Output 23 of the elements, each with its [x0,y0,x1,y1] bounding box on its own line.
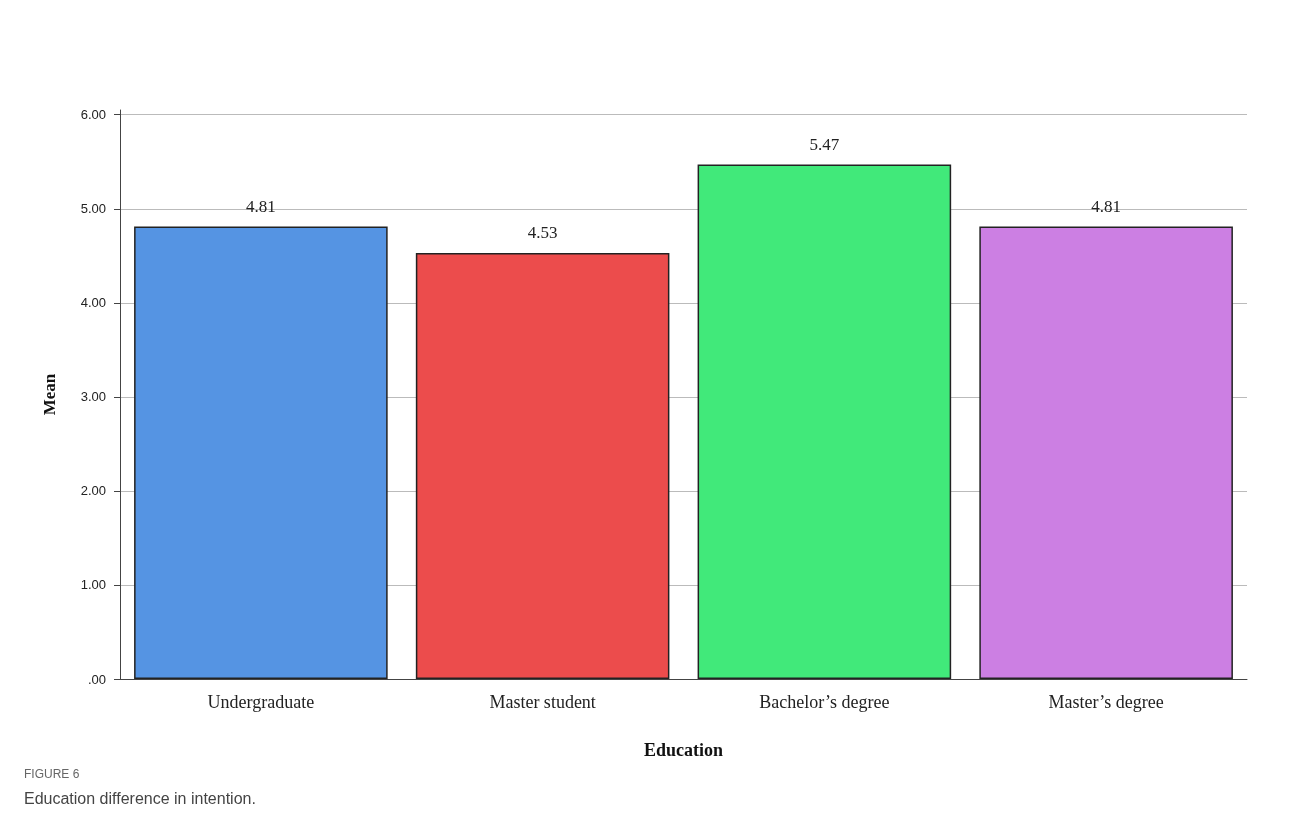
y-tick-label: 3.00 [80,389,106,405]
x-tick-label: Master student [489,692,596,712]
text: Education difference in intention. [24,789,256,807]
y-tick-label: 6.00 [80,107,106,123]
x-tick-label: Undergraduate [207,692,315,712]
bar [979,226,1233,679]
caption: FIGURE 6 [24,767,80,781]
x-tick-label: Master’s degree [1048,692,1164,712]
y-tick-label: 2.00 [80,483,106,499]
bar [697,164,952,679]
data-label: 4.81 [246,196,276,216]
x-axis-title: Education [643,740,724,760]
bar [415,252,670,679]
x-tick-label: Bachelor’s degree [759,692,890,712]
y-tick-label: 1.00 [80,577,106,593]
data-label: 4.53 [527,222,558,242]
data-label: 5.47 [809,134,840,154]
data-label: 4.81 [1091,196,1121,216]
y-tick-label: 5.00 [80,201,106,217]
y-tick-label: 4.00 [80,295,106,311]
bar [134,226,388,679]
y-axis-title: Mean [40,373,59,416]
y-tick-label: .00 [87,671,106,687]
